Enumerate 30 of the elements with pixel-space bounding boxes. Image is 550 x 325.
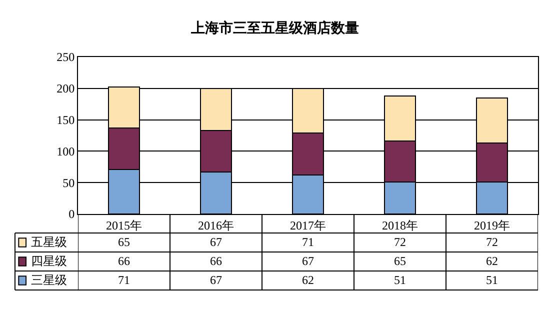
data-label: 51 (486, 273, 498, 287)
x-tick-label: 2017年 (290, 218, 326, 232)
data-label: 72 (394, 235, 406, 249)
data-label: 71 (118, 273, 130, 287)
y-tick-label: 250 (56, 50, 75, 64)
data-label: 67 (210, 235, 222, 249)
data-label: 66 (210, 254, 222, 268)
data-label: 71 (302, 235, 314, 249)
data-label: 62 (302, 273, 314, 287)
data-label: 66 (118, 254, 130, 268)
y-tick-label: 200 (56, 82, 75, 96)
x-tick-label: 2015年 (106, 218, 142, 232)
y-tick-label: 0 (68, 207, 75, 222)
data-label: 65 (394, 254, 406, 268)
data-label: 72 (486, 235, 498, 249)
chart-title: 上海市三至五星级酒店数量 (190, 20, 359, 37)
y-tick-label: 150 (56, 113, 75, 127)
data-label: 65 (118, 235, 130, 249)
x-tick-label: 2016年 (198, 218, 234, 232)
legend-label: 五星级 (31, 235, 67, 249)
legend-label: 四星级 (31, 254, 67, 268)
data-label: 67 (210, 273, 222, 287)
data-label: 62 (486, 254, 498, 268)
x-tick-label: 2018年 (382, 218, 418, 232)
y-tick-label: 100 (56, 144, 75, 158)
data-label: 51 (394, 273, 406, 287)
y-tick-label: 50 (62, 176, 75, 190)
data-label: 67 (302, 254, 314, 268)
x-tick-label: 2019年 (474, 218, 510, 232)
legend-label: 三星级 (31, 273, 67, 287)
